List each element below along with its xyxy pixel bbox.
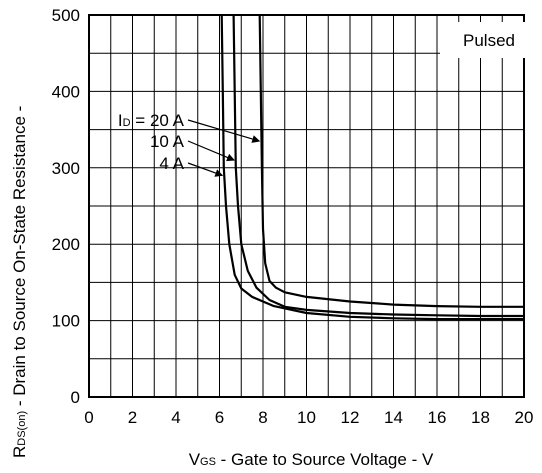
y-tick-label: 200 <box>52 235 80 254</box>
series-line-0 <box>258 14 524 308</box>
plot-frame <box>88 14 525 398</box>
x-tick-label: 12 <box>341 408 360 427</box>
series-leader-2 <box>187 162 224 177</box>
grid <box>89 15 524 397</box>
y-tick-label: 400 <box>52 82 80 101</box>
x-tick-label: 20 <box>515 408 534 427</box>
series-leader-1 <box>187 140 235 162</box>
x-tick-label: 10 <box>297 408 316 427</box>
x-tick-label: 8 <box>258 408 267 427</box>
y-tick-label: 100 <box>52 312 80 331</box>
annotation-pulsed: Pulsed <box>463 31 515 50</box>
series-line-1 <box>232 14 524 318</box>
x-tick-label: 16 <box>428 408 447 427</box>
y-axis-label: RDS(on) - Drain to Source On-State Resis… <box>10 106 29 458</box>
x-tick-label: 14 <box>384 408 403 427</box>
series-label-0: ID = 20 A <box>118 111 185 130</box>
x-tick-label: 2 <box>128 408 137 427</box>
y-tick-label: 0 <box>71 388 80 407</box>
y-tick-label: 500 <box>52 6 80 25</box>
x-axis-label: VGS - Gate to Source Voltage - V <box>189 450 434 469</box>
series-labels: ID = 20 A 10 A 4 A <box>118 111 261 177</box>
y-tick-label: 300 <box>52 159 80 178</box>
curves <box>220 14 524 321</box>
series-label-2: 4 A <box>159 154 184 173</box>
series-leader-0 <box>187 119 261 143</box>
x-tick-label: 6 <box>215 408 224 427</box>
annotation-box <box>440 22 525 58</box>
series-label-1: 10 A <box>150 132 185 151</box>
series-line-2 <box>220 14 524 321</box>
x-tick-label: 0 <box>84 408 93 427</box>
x-tick-label: 4 <box>171 408 180 427</box>
x-tick-label: 18 <box>471 408 490 427</box>
